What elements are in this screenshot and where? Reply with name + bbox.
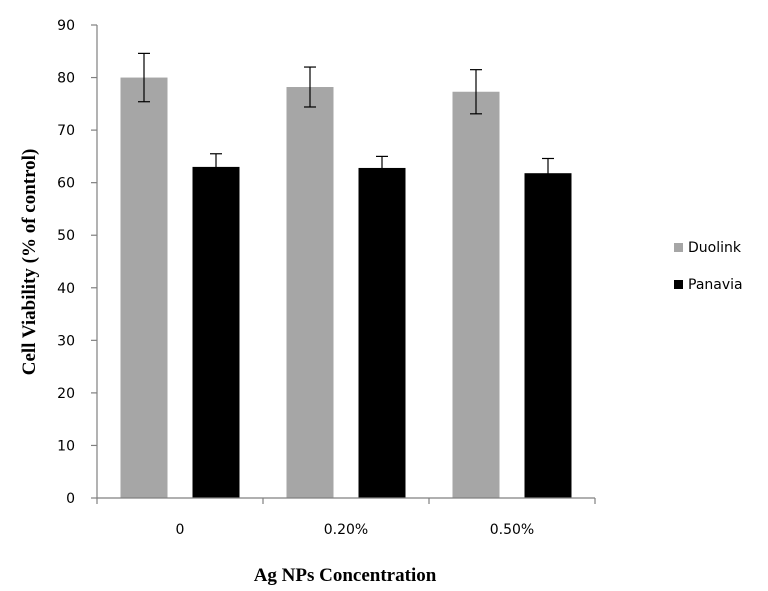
legend-label-panavia: Panavia (688, 277, 743, 293)
error-bar-panavia-2 (542, 157, 554, 189)
y-axis-title: Cell Viability (% of control) (19, 149, 40, 376)
legend-label-duolink: Duolink (688, 240, 742, 256)
bar-duolink-2 (452, 91, 500, 499)
x-tick-label: 0.20% (324, 522, 368, 538)
y-tick-label: 60 (57, 176, 75, 192)
y-tick-label: 80 (57, 71, 75, 87)
legend-swatch-duolink (674, 243, 683, 252)
x-axis-title: Ag NPs Concentration (254, 565, 437, 586)
y-tick-label: 40 (57, 281, 75, 297)
y-tick-label: 50 (57, 228, 75, 244)
bar-panavia-2 (524, 173, 572, 498)
y-tick-label: 10 (57, 438, 75, 454)
y-tick-label: 90 (57, 18, 75, 34)
error-bar-duolink-0 (138, 52, 150, 103)
x-tick-label: 0.50% (490, 522, 534, 538)
error-bars-layer (138, 52, 554, 189)
bar-panavia-1 (358, 167, 406, 498)
bar-duolink-1 (286, 87, 334, 498)
error-bar-panavia-1 (376, 155, 388, 181)
y-tick-label: 0 (66, 491, 75, 507)
bar-duolink-0 (120, 77, 168, 499)
y-tick-label: 30 (57, 333, 75, 349)
error-bar-panavia-0 (210, 153, 222, 181)
y-tick-label: 20 (57, 386, 75, 402)
legend-swatch-panavia (674, 280, 683, 289)
error-bar-duolink-1 (304, 66, 316, 108)
bar-panavia-0 (192, 166, 240, 498)
x-tick-label: 0 (176, 522, 185, 538)
y-tick-label: 70 (57, 123, 75, 139)
bars-layer (120, 77, 572, 499)
x-ticks-layer: 0 0.20% 0.50% (96, 498, 596, 538)
axes-layer (96, 25, 595, 499)
error-bar-duolink-2 (470, 69, 482, 115)
legend: Duolink Panavia (674, 240, 743, 293)
y-ticks-layer: 0 10 20 30 40 50 60 70 80 90 (57, 18, 97, 507)
